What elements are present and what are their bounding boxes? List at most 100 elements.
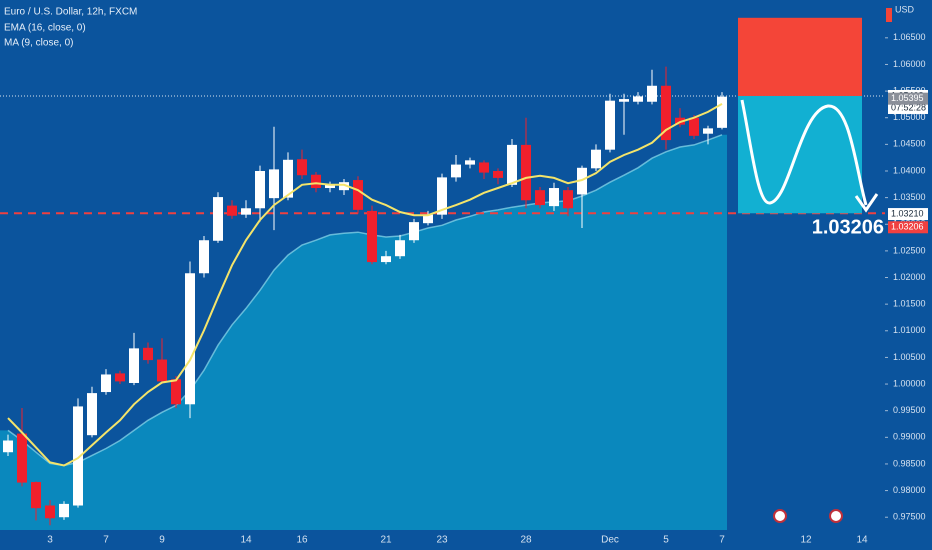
y-tick-label: 1.01000 (893, 325, 926, 335)
projection-curve (740, 99, 868, 206)
candle-body (591, 149, 601, 169)
candle-body (325, 184, 335, 189)
candle-body (661, 85, 671, 141)
x-tick-label: 9 (159, 535, 165, 546)
x-tick-label: 14 (856, 535, 868, 546)
countdown-label: 07:52:28 (891, 102, 926, 112)
target-zone (738, 95, 862, 214)
candle-body (283, 159, 293, 198)
y-tick-label: 0.98500 (893, 458, 926, 468)
candle-body (353, 180, 363, 210)
x-tick-label: 7 (103, 535, 109, 546)
target-price-label-box (888, 221, 928, 234)
candle-body (493, 170, 503, 178)
y-tick-label: 1.06500 (893, 32, 926, 42)
x-tick-label: 7 (719, 535, 725, 546)
candle-body (3, 440, 13, 453)
candle-body (619, 99, 629, 102)
candle-body (521, 144, 531, 201)
event-flag[interactable] (829, 509, 843, 523)
y-tick-label: 1.04500 (893, 139, 926, 149)
candle-layer (3, 66, 727, 526)
x-tick-label: Dec (601, 535, 619, 546)
last-price-label-box (888, 92, 928, 105)
target-price-label: 1.03206 (891, 222, 924, 232)
candle-body (717, 96, 727, 128)
y-tick-label: 1.02000 (893, 272, 926, 282)
event-flag[interactable] (773, 509, 787, 523)
candle-body (185, 273, 195, 405)
position-layer: 1.03206 (738, 17, 884, 239)
candle-body (563, 190, 573, 209)
candle-body (73, 406, 83, 506)
candle-body (17, 433, 27, 483)
candle-body (227, 205, 237, 216)
candle-body (129, 348, 139, 383)
candle-body (423, 214, 433, 224)
candle-body (409, 222, 419, 241)
y-tick-label: 1.04000 (893, 165, 926, 175)
candle-body (87, 393, 97, 436)
alert-label-box (888, 208, 928, 221)
candle-body (115, 373, 125, 382)
x-tick-label: 16 (296, 535, 308, 546)
x-tick-label: 14 (240, 535, 252, 546)
candle-body (241, 208, 251, 215)
y-tick-label: 1.00000 (893, 378, 926, 388)
ma-layer (7, 103, 723, 467)
y-tick-label: 0.98000 (893, 485, 926, 495)
candle-body (605, 100, 615, 150)
x-tick-label: 28 (520, 535, 532, 546)
candle-body (255, 170, 265, 209)
legend-entry: EMA (16, close, 0) (4, 23, 86, 34)
x-tick-label: 12 (800, 535, 812, 546)
indicator-line (7, 134, 723, 467)
stop-zone (738, 17, 862, 96)
candle-body (199, 240, 209, 274)
candle-body (339, 182, 349, 191)
y-tick-label: 1.00500 (893, 352, 926, 362)
candle-body (269, 169, 279, 199)
y-tick-label: 0.99500 (893, 405, 926, 415)
candle-body (45, 505, 55, 519)
candle-body (549, 188, 559, 207)
candle-body (703, 128, 713, 134)
candle-body (101, 374, 111, 393)
countdown-box (888, 101, 928, 114)
candle-body (633, 96, 643, 102)
candle-body (381, 256, 391, 263)
candle-body (297, 159, 307, 176)
indicator-line (7, 103, 723, 467)
legend-entry: MA (9, close, 0) (4, 38, 73, 49)
target-annotation: 1.03206 (812, 217, 884, 239)
y-tick-label: 1.05000 (893, 112, 926, 122)
currency-marker (886, 8, 892, 22)
area-layer (0, 134, 727, 531)
y-tick-label: 0.99000 (893, 432, 926, 442)
candle-body (437, 177, 447, 215)
indicator-area (0, 134, 727, 531)
candle-body (689, 117, 699, 136)
y-tick-label: 1.03500 (893, 192, 926, 202)
y-tick-label: 1.02500 (893, 245, 926, 255)
x-tick-label: 23 (436, 535, 448, 546)
candle-body (479, 162, 489, 173)
axis-layer: 0.97500 0.98000 0.98500 0.99000 0.99500 1.000… (47, 32, 928, 546)
currency-label: USD (895, 4, 915, 14)
x-tick-label: 5 (663, 535, 669, 546)
candle-body (507, 144, 517, 185)
candle-body (171, 379, 181, 405)
candle-body (577, 167, 587, 195)
x-tick-label: 3 (47, 535, 53, 546)
candle-body (213, 197, 223, 241)
x-tick-label: 21 (380, 535, 392, 546)
last-price-label: 1.05395 (891, 93, 924, 103)
candle-body (157, 359, 167, 382)
candle-body (367, 210, 377, 263)
candle-body (647, 85, 657, 102)
candle-body (31, 482, 41, 509)
y-tick-label: 1.06000 (893, 59, 926, 69)
y-tick-label: 0.97500 (893, 512, 926, 522)
